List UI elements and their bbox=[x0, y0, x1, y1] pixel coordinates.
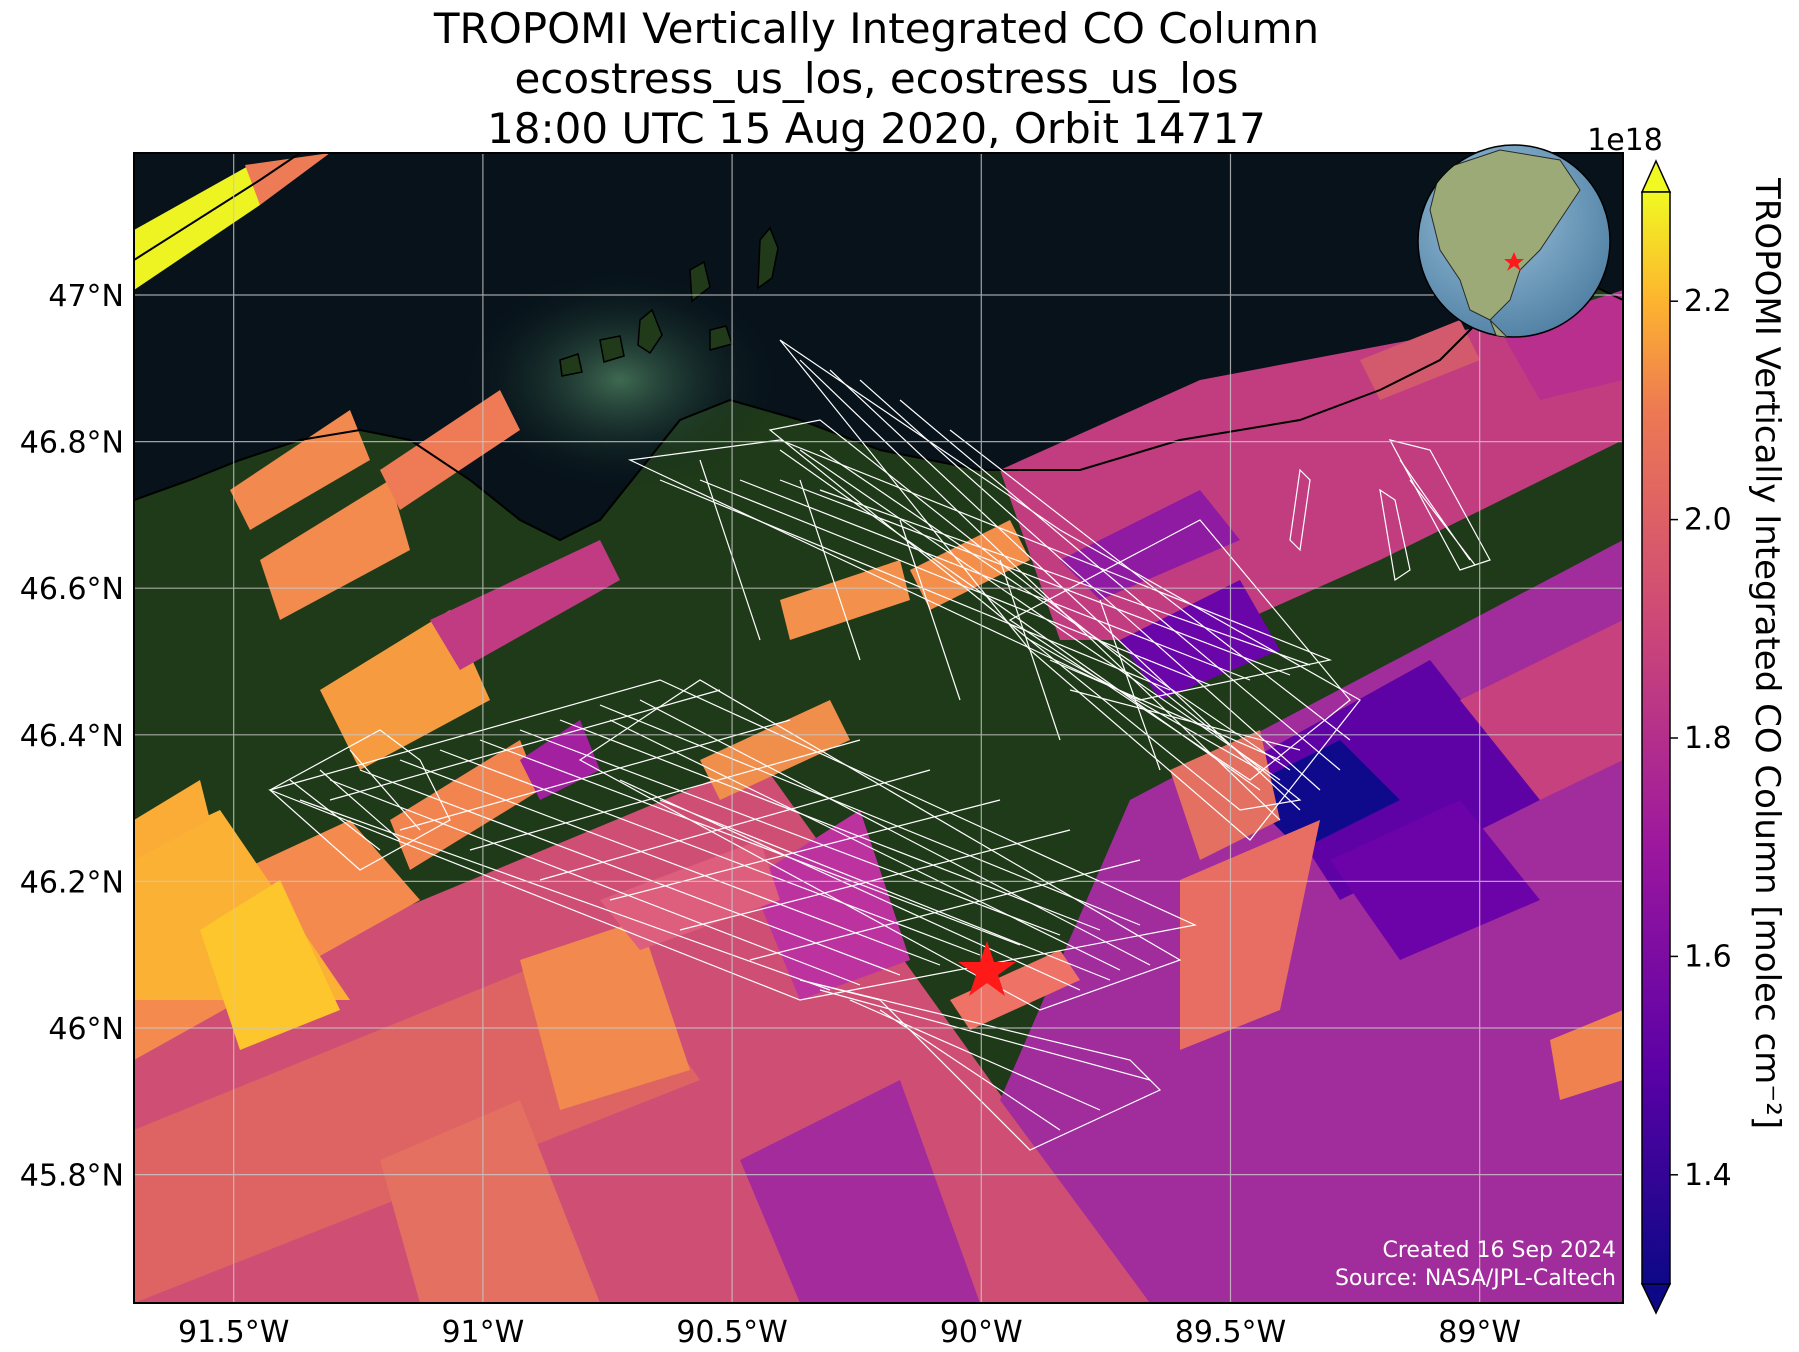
graticule bbox=[134, 153, 1623, 1303]
lat-tick-label: 46°N bbox=[48, 1012, 124, 1047]
ecostress-grids bbox=[268, 339, 1491, 1151]
lon-tick-label: 89°W bbox=[1438, 1315, 1521, 1350]
colorbar-extend-max bbox=[1640, 159, 1672, 193]
figure-title: TROPOMI Vertically Integrated CO Column … bbox=[130, 4, 1623, 154]
map-frame bbox=[133, 152, 1624, 1304]
colorbar: 1.4 1.6 1.8 2.0 2.2 1e18 bbox=[1587, 123, 1732, 1315]
lat-tick-label: 46.2°N bbox=[20, 865, 124, 900]
lon-tick-label: 91.5°W bbox=[178, 1315, 289, 1350]
lat-tick-label: 46.6°N bbox=[20, 572, 124, 607]
lat-tick-label: 46.4°N bbox=[20, 719, 124, 754]
map-panel bbox=[134, 153, 1623, 1303]
lon-tick-label: 90.5°W bbox=[676, 1315, 787, 1350]
colorbar-label: TROPOMI Vertically Integrated CO Column … bbox=[1747, 178, 1787, 1129]
nearshore-shallows bbox=[460, 270, 780, 490]
lat-tick-label: 46.8°N bbox=[20, 426, 124, 461]
globe-star-icon bbox=[1504, 252, 1524, 271]
lon-tick-label: 89.5°W bbox=[1175, 1315, 1286, 1350]
colorbar-tick-label: 2.0 bbox=[1684, 503, 1732, 538]
north-shore-line bbox=[134, 153, 301, 261]
title-line-1: TROPOMI Vertically Integrated CO Column bbox=[433, 4, 1320, 53]
coastline bbox=[134, 268, 1623, 542]
title-line-2: ecostress_us_los, ecostress_us_los bbox=[514, 54, 1239, 103]
colorbar-extend-min bbox=[1640, 1283, 1672, 1315]
colorbar-tick-label: 1.8 bbox=[1684, 721, 1732, 756]
axis-ticks: 91.5°W 91°W 90.5°W 90°W 89.5°W 89°W 47°N 46.8°N… bbox=[20, 279, 1521, 1350]
colorbar-tick-label: 2.2 bbox=[1684, 284, 1732, 319]
credit-block: Created 16 Sep 2024 Source: NASA/JPL-Cal… bbox=[1335, 1237, 1616, 1293]
colorbar-tick-label: 1.4 bbox=[1684, 1158, 1732, 1193]
apostle-islands bbox=[559, 226, 779, 377]
source-text: Source: NASA/JPL-Caltech bbox=[1334, 1266, 1616, 1291]
colorbar-multiplier: 1e18 bbox=[1587, 123, 1663, 158]
lon-tick-label: 91°W bbox=[441, 1315, 524, 1350]
colorbar-tick-label: 1.6 bbox=[1684, 939, 1732, 974]
tropomi-pixels bbox=[134, 153, 1623, 1303]
created-text: Created 16 Sep 2024 bbox=[1382, 1238, 1617, 1263]
colorbar-label-wrap: TROPOMI Vertically Integrated CO Column … bbox=[1747, 178, 1787, 1129]
title-line-3: 18:00 UTC 15 Aug 2020, Orbit 14717 bbox=[487, 104, 1266, 153]
lat-tick-label: 45.8°N bbox=[20, 1159, 124, 1194]
target-star-marker bbox=[958, 941, 1016, 996]
colorbar-gradient bbox=[1641, 191, 1671, 1285]
lat-tick-label: 47°N bbox=[48, 279, 124, 314]
lon-tick-label: 90°W bbox=[940, 1315, 1023, 1350]
